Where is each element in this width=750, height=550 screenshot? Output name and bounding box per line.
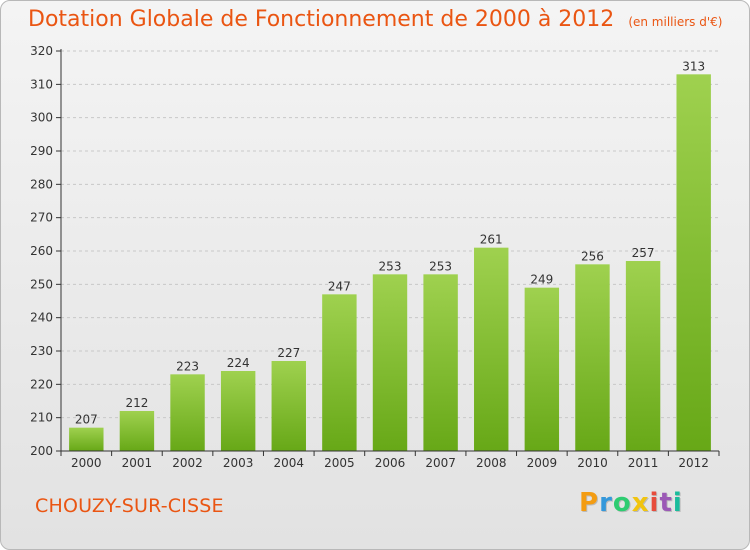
bar-value-label: 261: [480, 233, 503, 247]
bar-value-label: 223: [176, 359, 199, 373]
bar: [271, 361, 306, 451]
bar: [220, 371, 256, 451]
y-tick-label: 310: [30, 77, 53, 91]
bar-value-label: 227: [277, 346, 300, 360]
bar: [676, 74, 711, 451]
x-tick-label: 2008: [476, 456, 507, 470]
logo-letter: r: [599, 488, 613, 518]
bar-value-label: 249: [530, 273, 553, 287]
bar: [322, 294, 357, 451]
axes: [56, 49, 720, 456]
x-tick-label: 2009: [527, 456, 558, 470]
y-tick-label: 230: [30, 344, 53, 358]
x-tick-label: 2003: [223, 456, 254, 470]
bar-value-label: 253: [429, 259, 452, 273]
x-tick-label: 2007: [425, 456, 456, 470]
x-tick-label: 2005: [324, 456, 355, 470]
bar-value-label: 207: [75, 413, 98, 427]
y-tick-label: 240: [30, 311, 53, 325]
bar-value-label: 257: [632, 246, 655, 260]
bar-value-label: 256: [581, 249, 604, 263]
bar: [119, 411, 155, 451]
logo-letter: i: [672, 488, 683, 518]
y-tick-label: 200: [30, 444, 53, 458]
y-tick-label: 210: [30, 411, 53, 425]
y-tick-label: 290: [30, 144, 53, 158]
y-tick-label: 320: [30, 44, 53, 58]
labels: 200 210 220 230 240 250 260 270 280 290 300 310 320 2…: [30, 44, 709, 470]
y-tick-label: 300: [30, 111, 53, 125]
chart-title: Dotation Globale de Fonctionnement de 20…: [28, 7, 615, 32]
bar-value-label: 313: [682, 59, 705, 73]
y-tick-label: 270: [30, 211, 53, 225]
bar-value-label: 212: [125, 396, 148, 410]
bar: [575, 264, 610, 451]
bars: [69, 74, 711, 451]
logo-letter: P: [579, 488, 600, 518]
x-tick-label: 2012: [678, 456, 709, 470]
bar: [524, 287, 560, 451]
y-tick-label: 280: [30, 177, 53, 191]
bar: [423, 274, 458, 451]
x-tick-label: 2010: [577, 456, 608, 470]
bar: [474, 247, 509, 451]
bar: [69, 427, 104, 451]
y-tick-label: 260: [30, 244, 53, 258]
chart-subtitle: (en milliers d'€): [628, 15, 723, 29]
bar: [372, 274, 408, 451]
x-tick-label: 2002: [172, 456, 203, 470]
bar-value-label: 224: [227, 356, 250, 370]
logo-letter: t: [659, 488, 673, 518]
x-tick-label: 2004: [273, 456, 304, 470]
bar: [625, 261, 661, 451]
x-tick-label: 2001: [122, 456, 153, 470]
logo-letter: i: [649, 488, 660, 518]
bar: [170, 374, 205, 451]
x-tick-label: 2006: [375, 456, 406, 470]
y-tick-label: 220: [30, 377, 53, 391]
proxiti-logo: Proxiti: [579, 488, 683, 518]
title-row: Dotation Globale de Fonctionnement de 20…: [28, 7, 722, 32]
logo-letter: x: [631, 488, 650, 518]
x-tick-label: 2011: [628, 456, 659, 470]
logo-letter: o: [612, 488, 632, 518]
commune-name: CHOUZY-SUR-CISSE: [35, 495, 224, 517]
bar-value-label: 253: [379, 259, 402, 273]
x-tick-label: 2000: [71, 456, 102, 470]
bar-value-label: 247: [328, 279, 351, 293]
y-tick-label: 250: [30, 277, 53, 291]
